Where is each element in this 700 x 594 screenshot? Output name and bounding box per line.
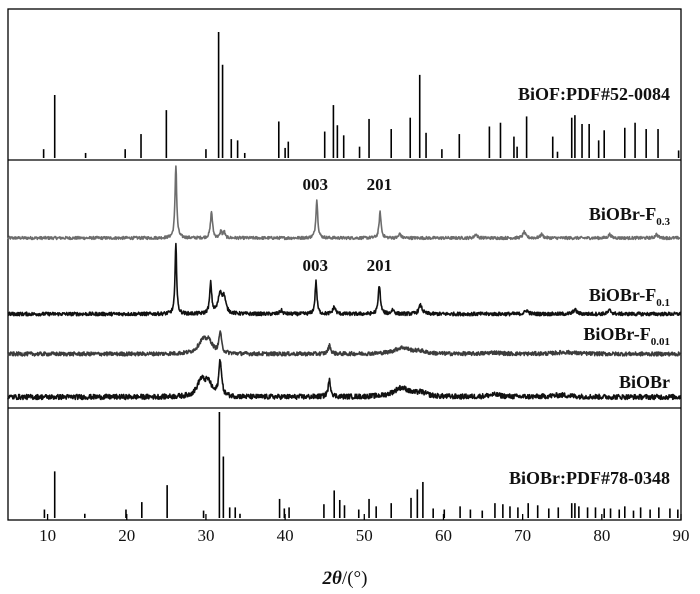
x-tick-label-50: 50: [356, 526, 373, 545]
trace-0-annotation-0: 003: [302, 175, 328, 194]
trace-label-0: BiOBr-F0.3: [589, 204, 671, 228]
x-tick-label-30: 30: [197, 526, 214, 545]
trace-2: [7, 330, 682, 357]
x-axis-title: 2θ/(°): [322, 568, 368, 589]
trace-label-3: BiOBr: [619, 372, 670, 392]
trace-0-annotation-1: 201: [367, 175, 393, 194]
trace-label-2: BiOBr-F0.01: [583, 324, 670, 348]
x-axis-title-unit: /(°): [342, 568, 368, 589]
x-tick-label-60: 60: [435, 526, 452, 545]
trace-3: [7, 358, 682, 401]
trace-1: [7, 242, 682, 317]
trace-0: [7, 165, 682, 241]
trace-label-1: BiOBr-F0.1: [589, 285, 670, 309]
plot-frame: [7, 8, 682, 521]
biof-ref-label: BiOF:PDF#52-0084: [518, 84, 670, 104]
x-tick-label-20: 20: [118, 526, 135, 545]
x-tick-label-70: 70: [514, 526, 531, 545]
trace-1-annotation-1: 201: [367, 256, 393, 275]
x-tick-label-90: 90: [673, 526, 690, 545]
biobr-ref-label: BiOBr:PDF#78-0348: [509, 468, 670, 488]
x-tick-label-40: 40: [277, 526, 294, 545]
x-tick-label-10: 10: [39, 526, 56, 545]
trace-1-annotation-0: 003: [302, 256, 328, 275]
x-axis-title-theta: 2θ: [322, 568, 343, 589]
x-tick-label-80: 80: [593, 526, 610, 545]
